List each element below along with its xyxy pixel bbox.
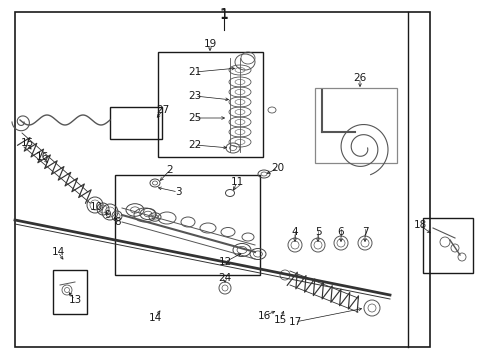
Text: 27: 27 — [156, 105, 169, 115]
Text: 5: 5 — [314, 227, 321, 237]
Text: 13: 13 — [68, 295, 81, 305]
Text: 10: 10 — [89, 202, 102, 212]
Text: 9: 9 — [104, 210, 111, 220]
Text: 23: 23 — [188, 91, 201, 101]
Text: 6: 6 — [337, 227, 344, 237]
Text: 2: 2 — [166, 165, 173, 175]
Text: 15: 15 — [273, 315, 286, 325]
Text: 19: 19 — [203, 39, 216, 49]
Text: 3: 3 — [174, 187, 181, 197]
Text: 4: 4 — [291, 227, 298, 237]
Text: 16: 16 — [35, 152, 48, 162]
Text: 1: 1 — [219, 7, 228, 21]
Text: 17: 17 — [288, 317, 301, 327]
Bar — [53, 270, 87, 314]
Text: 11: 11 — [230, 177, 243, 187]
Text: 16: 16 — [257, 311, 270, 321]
Bar — [314, 88, 396, 163]
Text: 26: 26 — [353, 73, 366, 83]
Text: 18: 18 — [412, 220, 426, 230]
Text: 14: 14 — [51, 247, 64, 257]
Text: 22: 22 — [188, 140, 201, 150]
Text: 20: 20 — [271, 163, 284, 173]
Text: 24: 24 — [218, 273, 231, 283]
Text: 8: 8 — [115, 217, 121, 227]
Bar — [115, 175, 260, 275]
Text: 21: 21 — [188, 67, 201, 77]
Bar — [422, 218, 472, 273]
Bar — [110, 107, 162, 139]
Text: 14: 14 — [148, 313, 162, 323]
Bar — [158, 52, 263, 157]
Text: 15: 15 — [20, 138, 34, 148]
Bar — [15, 12, 429, 347]
Text: 12: 12 — [218, 257, 231, 267]
Text: 7: 7 — [361, 227, 367, 237]
Text: 25: 25 — [188, 113, 201, 123]
Text: 1: 1 — [219, 8, 228, 22]
